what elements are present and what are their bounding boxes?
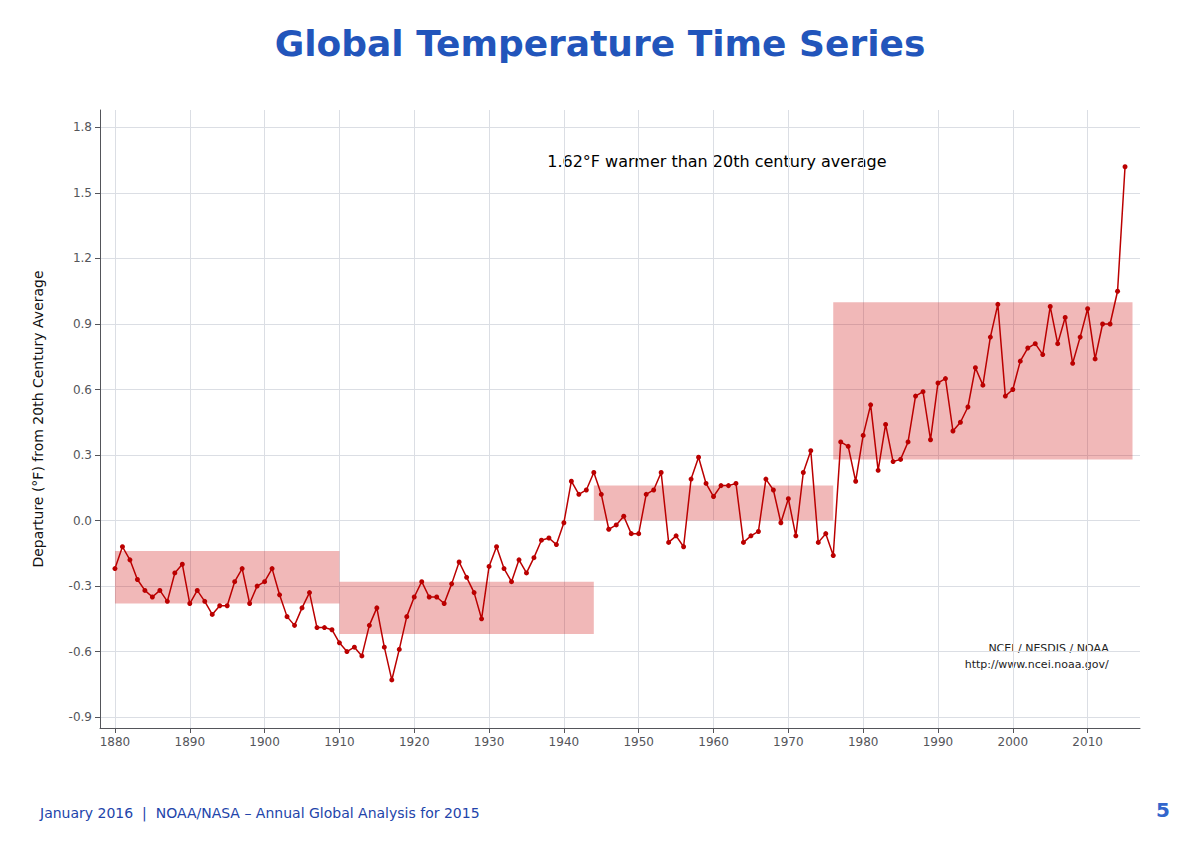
svg-text:1890: 1890 <box>175 735 206 749</box>
svg-text:1940: 1940 <box>549 735 580 749</box>
svg-text:2000: 2000 <box>998 735 1029 749</box>
svg-text:January 2016 | NOAA/NASA – A: January 2016 | NOAA/NASA – Annual Global… <box>39 805 480 822</box>
svg-text:5: 5 <box>1156 798 1170 822</box>
svg-text:1.2: 1.2 <box>73 251 92 265</box>
svg-text:1910: 1910 <box>324 735 355 749</box>
svg-text:1950: 1950 <box>623 735 654 749</box>
svg-text:1900: 1900 <box>249 735 280 749</box>
svg-text:1.8: 1.8 <box>73 120 92 134</box>
svg-text:NCEI / NESDIS / NOAA: NCEI / NESDIS / NOAA <box>988 642 1109 655</box>
svg-text:0.9: 0.9 <box>73 317 92 331</box>
svg-text:Global Temperature Time Series: Global Temperature Time Series <box>275 23 926 64</box>
svg-text:1.5: 1.5 <box>73 186 92 200</box>
svg-text:-0.6: -0.6 <box>69 645 92 659</box>
svg-text:Departure (°F) from 20th Centu: Departure (°F) from 20th Century Average <box>30 270 46 567</box>
svg-text:1970: 1970 <box>773 735 804 749</box>
svg-text:1920: 1920 <box>399 735 430 749</box>
svg-text:1960: 1960 <box>698 735 729 749</box>
svg-text:1.62°F warmer than 20th centur: 1.62°F warmer than 20th century average <box>547 152 886 171</box>
svg-text:-0.3: -0.3 <box>69 579 92 593</box>
svg-text:http://www.ncei.noaa.gov/: http://www.ncei.noaa.gov/ <box>964 657 1109 671</box>
svg-text:0.3: 0.3 <box>73 448 92 462</box>
svg-text:1930: 1930 <box>474 735 505 749</box>
svg-text:1980: 1980 <box>848 735 879 749</box>
svg-text:2010: 2010 <box>1072 735 1103 749</box>
svg-text:1880: 1880 <box>100 735 131 749</box>
svg-text:0.6: 0.6 <box>73 383 92 397</box>
svg-text:1990: 1990 <box>923 735 954 749</box>
svg-text:-0.9: -0.9 <box>69 710 92 724</box>
svg-text:0.0: 0.0 <box>73 514 92 528</box>
